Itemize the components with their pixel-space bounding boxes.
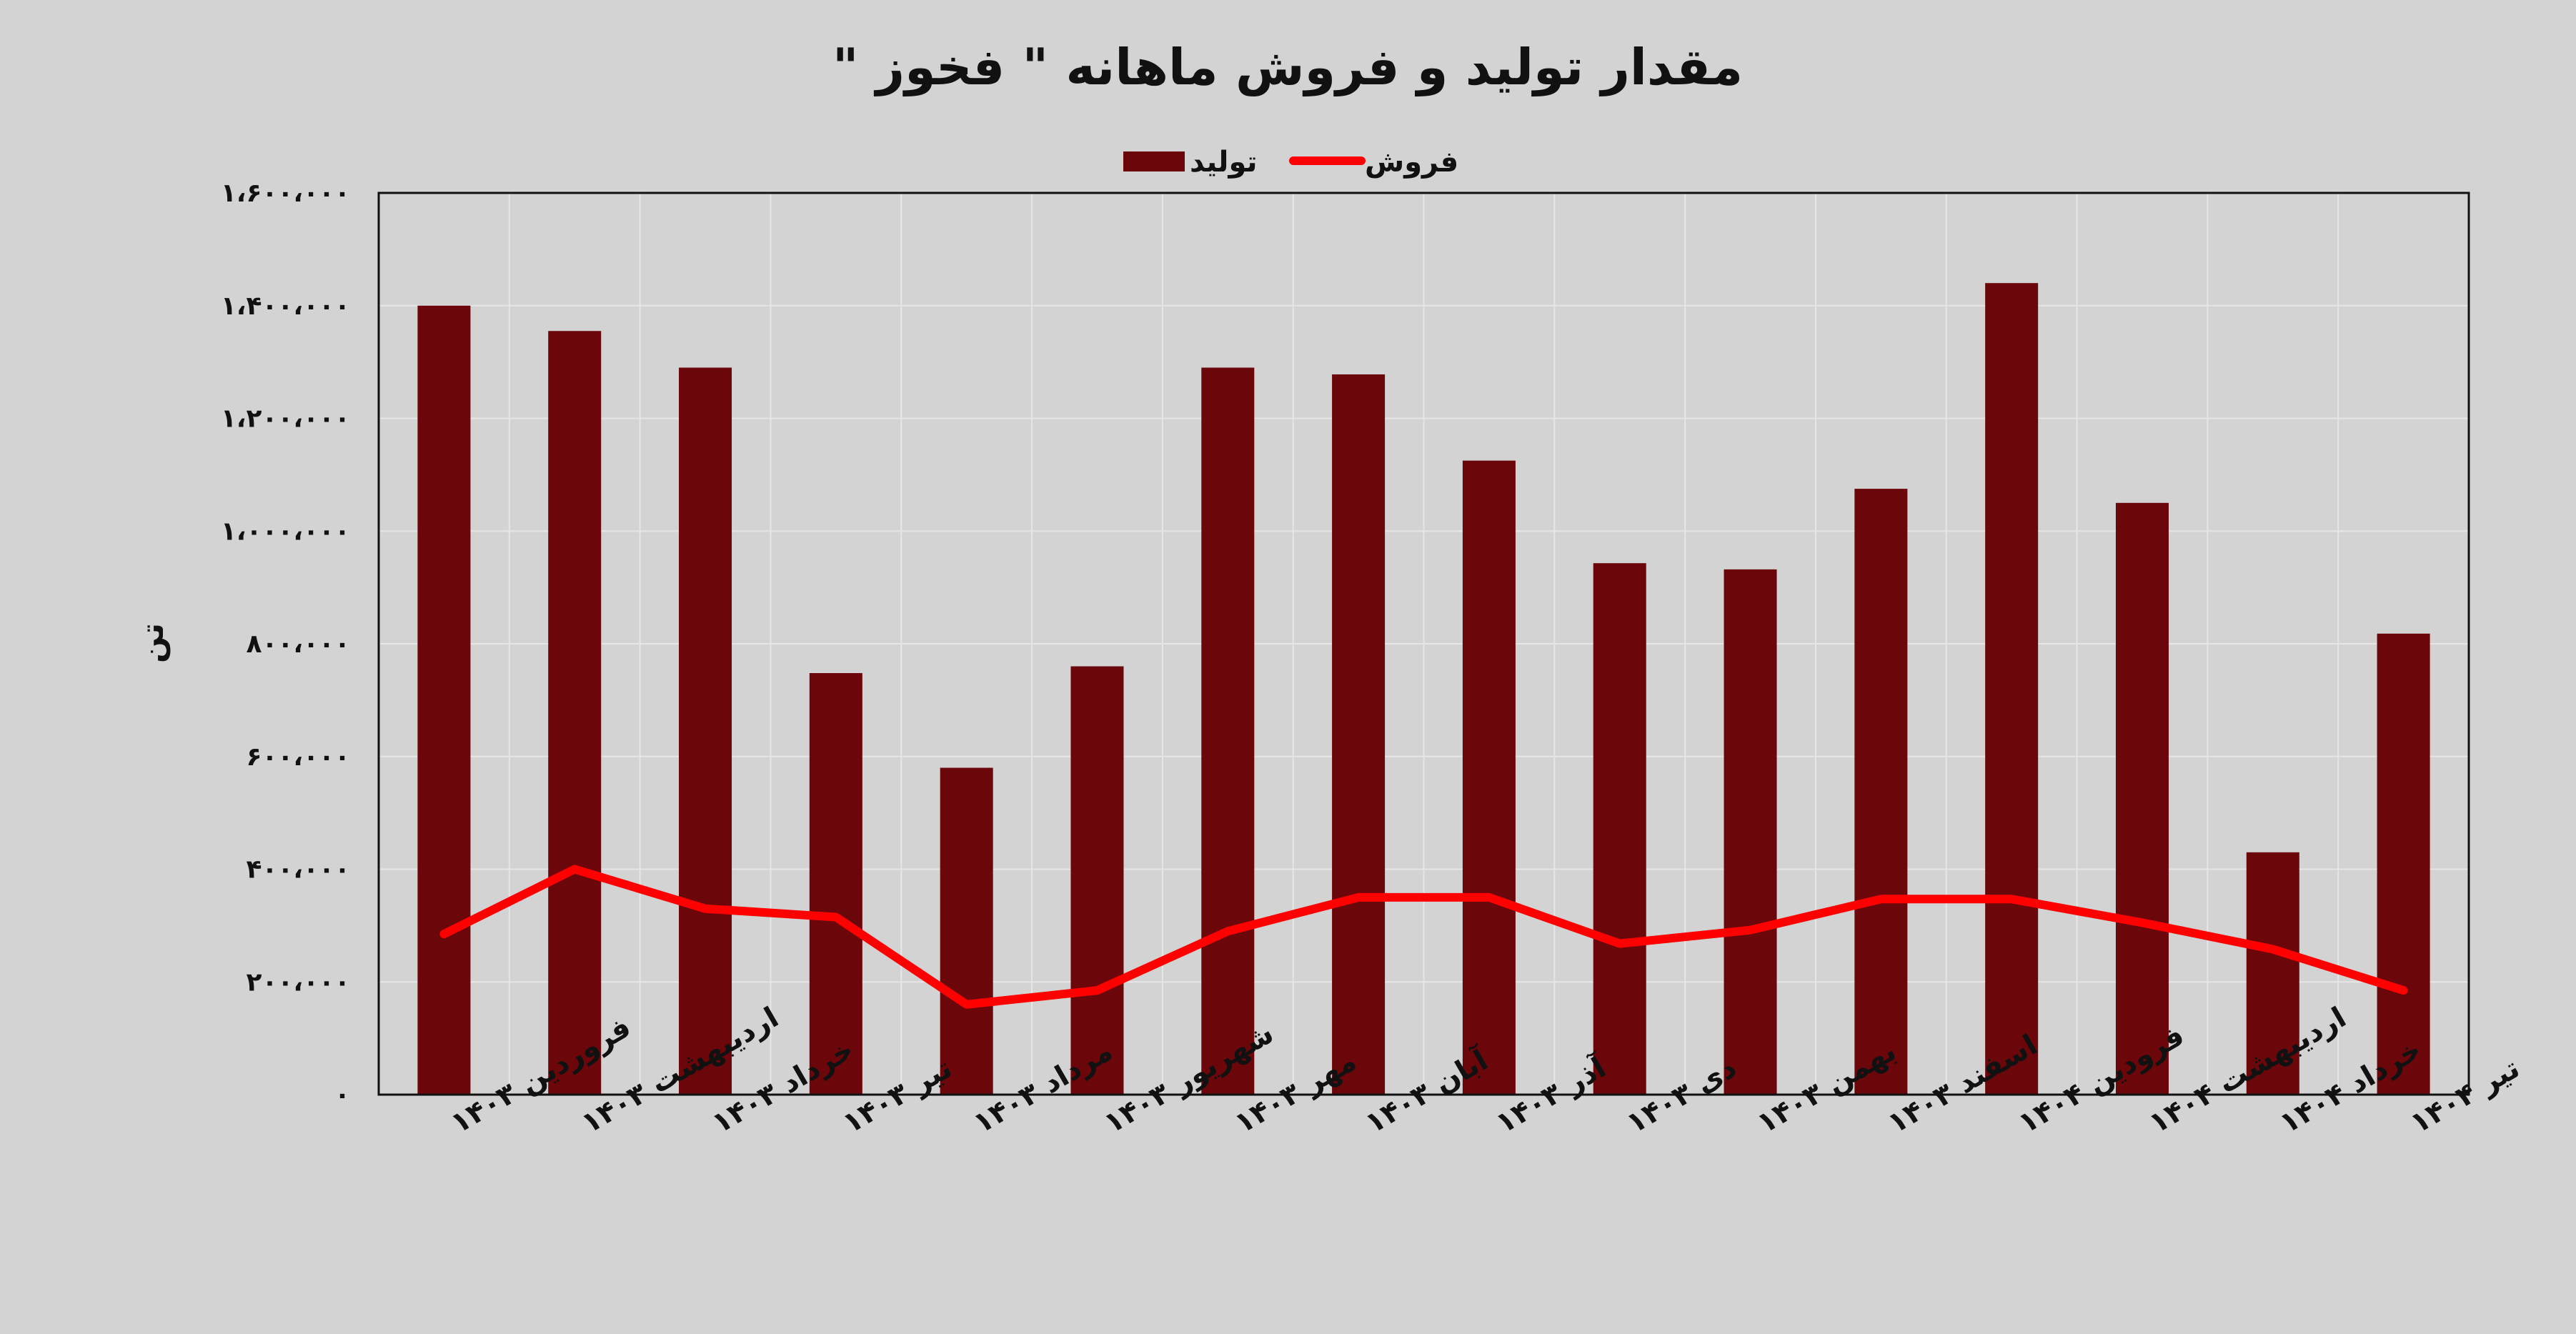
production-bar [2246,852,2299,1095]
production-bar [940,767,993,1095]
legend-label-production: تولید [1190,146,1258,179]
y-axis-label: تن [134,623,171,663]
y-tick-label: ۸۰۰،۰۰۰ [246,629,350,659]
legend-label-sales: فروش [1365,146,1458,179]
y-tick-label: ۴۰۰،۰۰۰ [246,855,350,885]
y-tick-label: ۱،۶۰۰،۰۰۰ [221,179,350,208]
production-bar [1332,374,1386,1095]
production-bar [679,367,732,1095]
y-tick-label: ۱،۴۰۰،۰۰۰ [221,292,350,321]
sales-line-layer [439,865,2408,1009]
production-bar [1724,569,1777,1095]
production-bar [1201,367,1255,1095]
y-tick-label: ۲۰۰،۰۰۰ [246,967,350,997]
production-bar [1985,283,2039,1095]
production-bar [417,305,471,1095]
y-tick-label: ۱،۰۰۰،۰۰۰ [221,517,350,546]
y-tick-labels: ۰ ۲۰۰،۰۰۰ ۴۰۰،۰۰۰ ۶۰۰،۰۰۰ ۸۰۰،۰۰۰ ۱،۰۰۰،۰۰۰ ۱،… [221,179,350,1110]
production-bar [2377,633,2430,1095]
production-bar [809,673,862,1095]
production-bar [1854,489,1908,1095]
production-bar [548,331,602,1095]
sales-line [439,865,2408,1009]
production-bar [2115,502,2169,1095]
production-bar [1462,460,1516,1095]
production-bars [417,283,2430,1095]
legend-swatch-production [1123,151,1185,171]
production-bar [1593,563,1646,1095]
chart-title: مقدار تولید و فروش ماهانه " فخوز " [832,38,1743,96]
axes [377,191,2470,1096]
y-tick-label: ۶۰۰،۰۰۰ [246,742,350,772]
y-tick-label: ۰ [334,1080,350,1110]
production-bar [1070,666,1124,1095]
y-tick-label: ۱،۲۰۰،۰۰۰ [221,404,350,434]
legend: تولید فروش [1123,146,1458,179]
